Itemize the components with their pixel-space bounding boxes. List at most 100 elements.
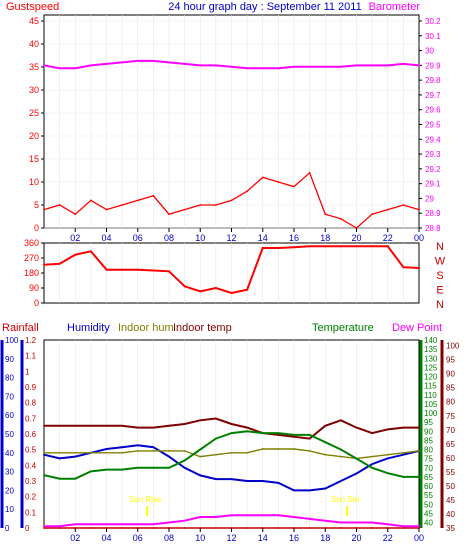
data-point bbox=[183, 450, 186, 452]
data-point bbox=[58, 527, 61, 529]
data-point bbox=[246, 451, 249, 454]
rain-tick-label: 0.6 bbox=[25, 430, 37, 439]
data-point bbox=[246, 67, 249, 70]
x-tick-label: 06 bbox=[133, 533, 143, 543]
gust-tick-label: 5 bbox=[34, 200, 39, 210]
data-point bbox=[308, 65, 311, 68]
data-point bbox=[246, 480, 249, 482]
data-point bbox=[152, 426, 155, 429]
temp-tick-label: 110 bbox=[424, 391, 437, 400]
x-tick-label: 00 bbox=[414, 533, 424, 543]
data-point bbox=[121, 204, 124, 206]
data-point bbox=[89, 250, 92, 253]
data-point bbox=[152, 523, 155, 526]
data-point bbox=[402, 266, 405, 269]
data-point bbox=[43, 208, 45, 211]
data-point bbox=[136, 466, 139, 469]
rain-tick-label: 0.3 bbox=[25, 477, 37, 486]
data-point bbox=[43, 525, 45, 528]
temp-tick-label: 55 bbox=[424, 491, 433, 500]
temp-tick-label: 60 bbox=[424, 482, 433, 491]
data-point bbox=[308, 518, 311, 520]
data-point bbox=[386, 64, 389, 67]
data-point bbox=[136, 426, 139, 429]
data-point bbox=[418, 208, 420, 211]
dew-tick-label: 75 bbox=[446, 412, 455, 421]
gust-tick-label: 25 bbox=[29, 108, 39, 118]
data-point bbox=[214, 453, 217, 456]
x-tick-label: 12 bbox=[226, 533, 236, 543]
temp-tick-label: 140 bbox=[424, 336, 438, 345]
data-point bbox=[136, 523, 139, 526]
data-point bbox=[105, 268, 108, 271]
x-tick-label: 00 bbox=[414, 233, 424, 243]
data-point bbox=[402, 204, 405, 206]
temp-tick-label: 100 bbox=[424, 409, 438, 418]
data-point bbox=[402, 527, 405, 529]
data-point bbox=[136, 199, 139, 202]
baro-tick-label: 28.9 bbox=[425, 209, 441, 218]
data-point bbox=[386, 523, 389, 526]
humidity-tick-label: 20 bbox=[5, 486, 14, 495]
data-point bbox=[308, 437, 311, 440]
data-point bbox=[214, 417, 217, 420]
x-tick-label: 10 bbox=[195, 533, 205, 543]
compass-label: E bbox=[436, 285, 443, 297]
humidity-tick-label: 10 bbox=[5, 505, 14, 514]
temp-tick-label: 90 bbox=[424, 427, 433, 436]
data-point bbox=[402, 63, 405, 65]
data-point bbox=[152, 466, 155, 469]
data-point bbox=[371, 466, 374, 469]
data-point bbox=[105, 468, 108, 471]
data-point bbox=[324, 213, 327, 216]
dir-tick-label: 180 bbox=[24, 268, 39, 278]
data-point bbox=[136, 60, 139, 62]
data-point bbox=[152, 450, 155, 452]
data-point bbox=[277, 527, 280, 529]
data-point bbox=[58, 451, 61, 454]
x-tick-label: 04 bbox=[101, 233, 111, 243]
data-point bbox=[418, 64, 420, 67]
temp-tick-label: 85 bbox=[424, 436, 433, 445]
data-point bbox=[324, 441, 327, 444]
data-point bbox=[246, 190, 249, 193]
x-tick-label: 18 bbox=[320, 533, 330, 543]
data-point bbox=[152, 446, 155, 449]
rain-tick-label: 1.2 bbox=[25, 336, 37, 345]
legend-rainfall: Rainfall bbox=[2, 322, 39, 334]
dew-tick-label: 100 bbox=[446, 342, 460, 351]
data-point bbox=[246, 430, 249, 433]
panel-wind-speed-x-axis: 02 04 06 08 10 12 14 16 18 20 22 00 bbox=[70, 228, 424, 243]
data-point bbox=[324, 519, 327, 522]
data-point bbox=[152, 527, 155, 529]
data-point bbox=[371, 521, 374, 524]
barometer-header: Barometer bbox=[369, 1, 421, 13]
x-tick-label: 22 bbox=[383, 233, 393, 243]
data-point bbox=[183, 527, 186, 529]
temp-tick-label: 40 bbox=[424, 519, 433, 528]
humidity-tick-label: 100 bbox=[5, 336, 19, 345]
data-point bbox=[293, 516, 295, 518]
compass-label: W bbox=[435, 256, 446, 268]
data-point bbox=[199, 204, 202, 206]
data-point bbox=[308, 489, 311, 492]
sunrise-label: Sun Rise bbox=[129, 495, 162, 504]
temp-tick-label: 45 bbox=[424, 509, 433, 518]
data-point bbox=[214, 437, 217, 440]
data-point bbox=[199, 290, 202, 293]
data-point bbox=[293, 435, 295, 438]
x-tick-label: 08 bbox=[164, 233, 174, 243]
data-point bbox=[339, 521, 342, 524]
data-point bbox=[230, 478, 233, 480]
data-point bbox=[355, 472, 358, 475]
data-point bbox=[74, 451, 77, 454]
temp-tick-label: 135 bbox=[424, 345, 438, 354]
data-point bbox=[152, 269, 155, 272]
data-point bbox=[386, 472, 389, 475]
humidity-tick-label: 60 bbox=[5, 411, 14, 420]
dew-tick-label: 85 bbox=[446, 384, 455, 393]
data-point bbox=[371, 527, 374, 529]
gustspeed-axis: 45 40 35 30 25 20 15 10 5 0 bbox=[29, 16, 44, 233]
rain-tick-label: 1.1 bbox=[25, 352, 37, 361]
data-point bbox=[386, 208, 389, 211]
